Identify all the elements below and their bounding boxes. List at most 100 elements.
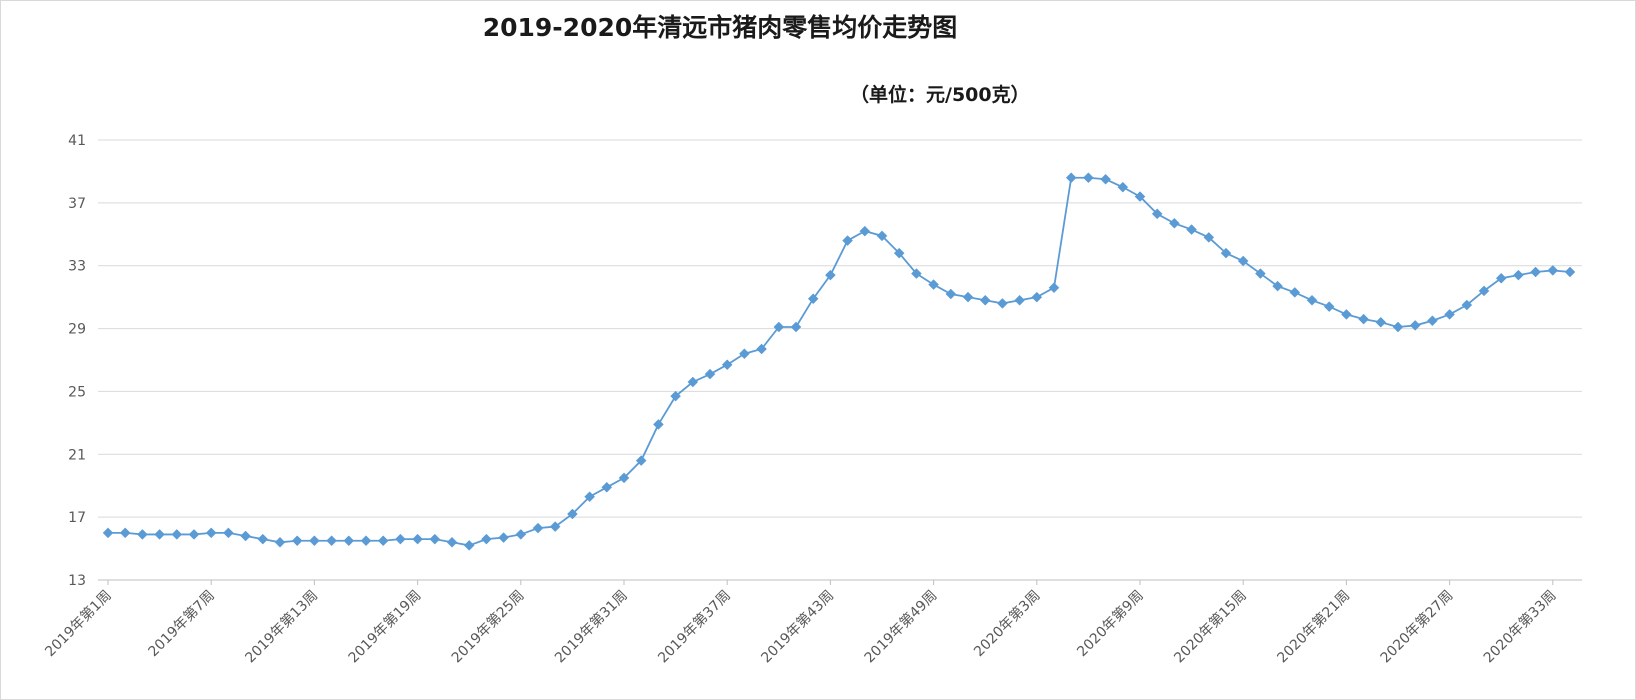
data-point xyxy=(240,530,251,542)
x-tick-label: 2020年第15周 xyxy=(1171,587,1251,667)
data-point xyxy=(1203,232,1215,243)
data-point xyxy=(1478,285,1490,297)
data-point xyxy=(1323,301,1335,312)
data-point xyxy=(635,455,647,466)
data-point xyxy=(825,269,836,281)
data-point xyxy=(1031,291,1043,303)
y-tick-label: 21 xyxy=(68,447,86,463)
x-tick-label: 2020年第27周 xyxy=(1377,587,1457,667)
y-tick-label: 33 xyxy=(68,259,86,275)
data-point xyxy=(1014,294,1025,306)
series-line xyxy=(108,176,1571,547)
data-point xyxy=(807,293,819,305)
data-point xyxy=(1513,269,1524,281)
data-point xyxy=(928,279,939,290)
y-axis-ticks: 13 17 21 25 29 33 37 41 xyxy=(68,133,86,589)
data-point xyxy=(687,376,699,388)
y-tick-label: 13 xyxy=(68,573,86,589)
data-point xyxy=(653,419,664,430)
data-point xyxy=(1530,266,1541,278)
x-tick-label: 2020年第33周 xyxy=(1480,587,1560,667)
y-tick-label: 41 xyxy=(68,133,86,149)
y-tick-label: 17 xyxy=(68,510,86,526)
data-point xyxy=(1169,217,1180,229)
data-point xyxy=(1444,309,1455,320)
data-point xyxy=(549,521,561,532)
data-point xyxy=(979,294,991,306)
data-point xyxy=(945,288,957,300)
x-tick-label: 2020年第9周 xyxy=(1074,587,1147,660)
data-point xyxy=(704,368,716,380)
x-tick-label: 2019年第1周 xyxy=(42,587,115,660)
x-tick-label: 2019年第49周 xyxy=(861,587,941,667)
data-point xyxy=(876,230,888,242)
data-point xyxy=(1151,208,1163,220)
data-point xyxy=(171,529,183,540)
data-point xyxy=(756,343,767,355)
data-point xyxy=(1564,266,1576,278)
data-point xyxy=(842,235,853,246)
data-point xyxy=(291,535,303,547)
chart-title: 2019-2020年清远市猪肉零售均价走势图 xyxy=(482,13,958,42)
data-point xyxy=(1134,191,1146,202)
data-point xyxy=(1427,315,1438,327)
data-point xyxy=(1237,255,1249,267)
data-point xyxy=(1186,224,1197,235)
data-point xyxy=(429,533,441,545)
unit-label: （单位：元/500克） xyxy=(850,84,1030,106)
data-point xyxy=(1083,172,1094,184)
data-point xyxy=(618,472,630,484)
data-point xyxy=(1495,272,1507,284)
data-point xyxy=(911,268,922,279)
x-tick-label: 2020年第3周 xyxy=(970,587,1043,660)
y-tick-label: 29 xyxy=(68,322,86,338)
data-point xyxy=(1358,313,1369,325)
data-point xyxy=(481,533,492,545)
data-point xyxy=(567,508,578,520)
data-point xyxy=(584,491,595,503)
y-tick-label: 25 xyxy=(68,384,86,400)
data-point xyxy=(137,529,148,540)
data-point xyxy=(257,533,269,545)
data-point xyxy=(1220,247,1232,259)
data-point xyxy=(773,321,785,333)
data-point xyxy=(395,533,406,545)
data-point xyxy=(859,225,871,237)
data-point xyxy=(205,527,217,539)
data-point xyxy=(102,527,114,539)
data-point xyxy=(498,532,509,543)
data-point xyxy=(360,535,372,547)
data-point xyxy=(274,536,286,548)
data-point xyxy=(377,535,389,547)
data-point xyxy=(1392,321,1404,333)
series-group xyxy=(102,172,1576,551)
data-point xyxy=(893,247,905,259)
data-point xyxy=(1272,280,1283,292)
data-point xyxy=(446,536,458,548)
y-tick-label: 37 xyxy=(68,196,86,212)
data-point xyxy=(119,527,131,539)
data-point xyxy=(1409,320,1421,331)
data-point xyxy=(188,529,200,540)
data-point xyxy=(1341,309,1352,320)
data-point xyxy=(721,359,733,371)
data-point xyxy=(463,540,475,551)
data-point xyxy=(1100,173,1111,185)
x-tick-label: 2019年第7周 xyxy=(145,587,218,660)
data-point xyxy=(1306,294,1318,306)
x-tick-label: 2020年第21周 xyxy=(1274,587,1354,667)
data-point xyxy=(1117,181,1129,193)
data-point xyxy=(309,535,320,547)
data-point xyxy=(1065,172,1077,184)
data-point xyxy=(343,535,355,547)
data-point xyxy=(515,529,527,540)
data-point xyxy=(739,348,750,360)
data-point xyxy=(326,535,337,547)
data-point xyxy=(790,321,802,333)
data-point xyxy=(1289,287,1301,298)
data-point xyxy=(601,481,613,493)
data-point xyxy=(997,298,1008,309)
x-tick-label: 2019年第31周 xyxy=(551,587,631,667)
